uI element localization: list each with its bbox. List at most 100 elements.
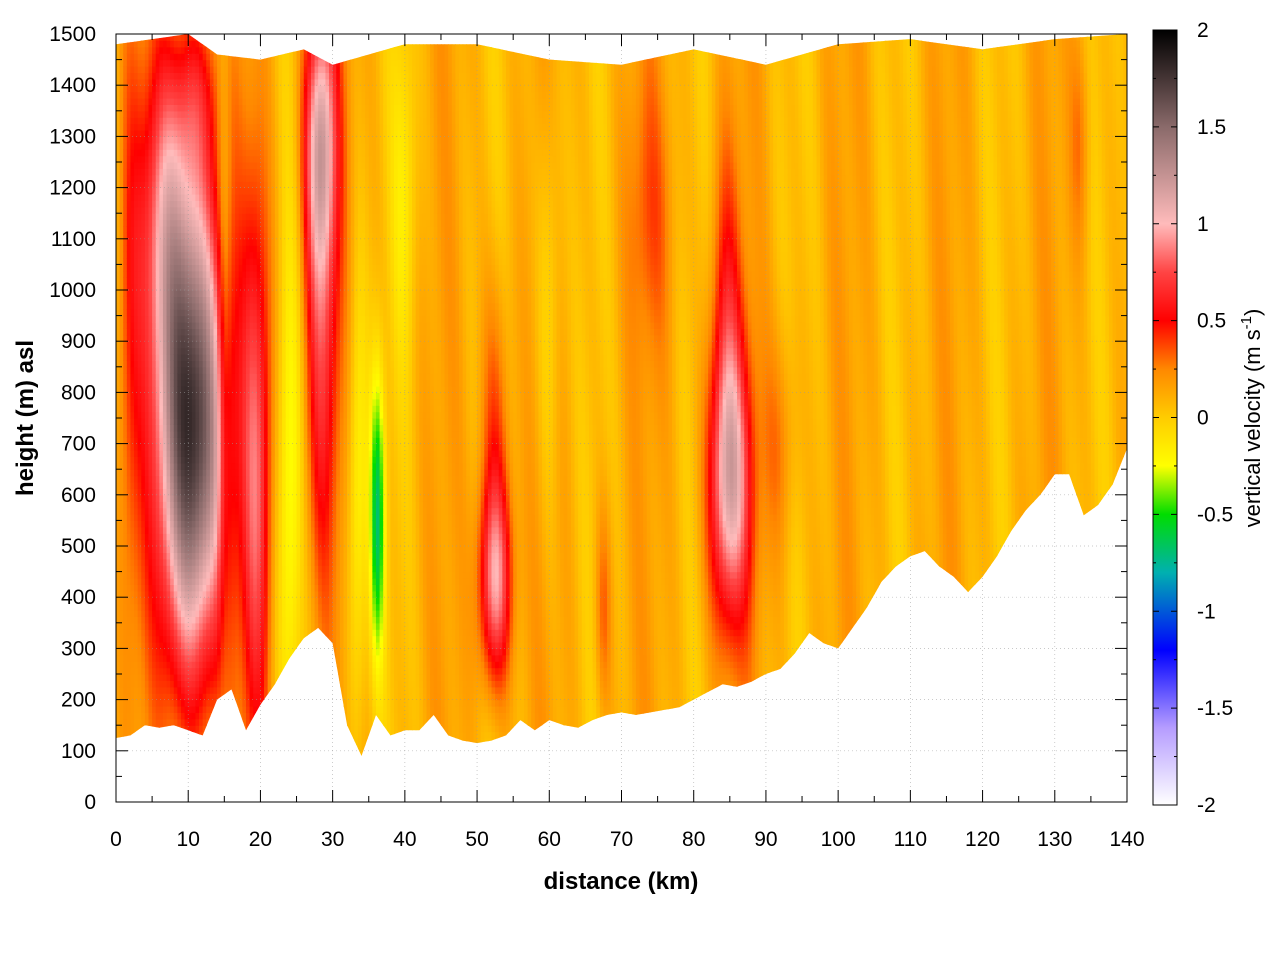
heat-cell xyxy=(242,123,247,131)
heat-cell xyxy=(116,149,121,157)
heat-cell xyxy=(231,405,236,413)
heat-cell xyxy=(220,629,225,637)
heat-cell xyxy=(206,360,211,368)
heat-cell xyxy=(144,78,150,86)
heat-cell xyxy=(130,78,135,86)
heat-cell xyxy=(235,219,240,227)
heat-cell xyxy=(260,597,265,605)
heat-cell xyxy=(141,603,146,611)
heat-cell xyxy=(173,603,178,611)
heat-cell xyxy=(130,366,135,374)
heat-cell xyxy=(256,693,262,701)
heat-cell xyxy=(217,72,222,80)
heat-cell xyxy=(199,590,204,598)
heat-cell xyxy=(242,264,247,272)
heat-cell xyxy=(191,373,197,381)
heat-cell xyxy=(253,322,258,329)
heat-cell xyxy=(188,213,193,221)
heat-cell xyxy=(152,718,157,726)
heat-cell xyxy=(152,360,157,368)
heat-cell xyxy=(235,584,240,592)
heat-cell xyxy=(148,654,153,662)
heat-cell xyxy=(177,136,182,144)
heat-cell xyxy=(148,366,153,374)
heat-cell xyxy=(238,270,243,278)
heat-cell xyxy=(134,456,139,464)
heat-cell xyxy=(256,162,262,169)
heat-cell xyxy=(195,558,200,566)
heat-cell xyxy=(195,718,200,726)
heat-cell xyxy=(202,622,207,630)
heat-cell xyxy=(245,706,251,713)
heat-cell xyxy=(137,72,142,80)
heat-cell xyxy=(231,450,236,457)
heat-cell xyxy=(141,520,146,528)
heat-cell xyxy=(159,539,164,547)
heat-cell xyxy=(220,514,225,521)
heat-cell xyxy=(141,411,146,419)
heat-cell xyxy=(141,334,146,342)
heat-cell xyxy=(242,642,247,649)
heat-cell xyxy=(249,674,254,681)
heat-cell xyxy=(177,309,182,317)
heat-cell xyxy=(134,514,139,521)
heat-cell xyxy=(188,424,193,432)
heat-cell xyxy=(235,296,240,304)
heat-cell xyxy=(249,648,254,656)
heat-cell xyxy=(173,123,178,131)
heat-cell xyxy=(206,635,211,643)
heat-cell xyxy=(126,219,132,227)
heat-cell xyxy=(213,501,218,509)
heat-cell xyxy=(202,309,207,317)
heat-cell xyxy=(159,258,164,265)
heat-cell xyxy=(130,622,135,630)
heat-cell xyxy=(141,270,146,278)
heat-cell xyxy=(242,514,247,521)
heat-cell xyxy=(177,206,182,214)
heat-cell xyxy=(134,494,139,502)
heat-cell xyxy=(148,174,153,182)
heat-cell xyxy=(177,494,182,502)
heat-cell xyxy=(188,251,193,259)
heat-cell xyxy=(152,296,157,304)
heat-cell xyxy=(173,142,178,150)
heat-cell xyxy=(119,174,124,182)
heat-cell xyxy=(256,309,262,317)
heat-cell xyxy=(184,680,189,688)
heat-cell xyxy=(134,59,139,67)
heat-cell xyxy=(227,251,233,259)
heat-cell xyxy=(152,386,157,393)
heat-cell xyxy=(119,693,124,701)
heat-cell xyxy=(180,155,186,163)
heat-cell xyxy=(249,379,254,387)
heat-cell xyxy=(166,430,171,438)
heat-cell xyxy=(180,187,186,195)
heat-cell xyxy=(177,661,182,669)
heat-cell xyxy=(170,347,175,355)
heat-cell xyxy=(238,437,243,445)
heat-cell xyxy=(256,360,262,368)
heat-cell xyxy=(206,424,211,432)
heat-cell xyxy=(148,706,153,713)
heat-cell xyxy=(256,507,262,515)
heat-cell xyxy=(134,501,139,509)
heat-cell xyxy=(260,360,265,368)
heat-cell xyxy=(188,725,193,733)
heat-cell xyxy=(206,533,211,541)
heat-cell xyxy=(137,450,142,457)
heat-cell xyxy=(180,334,186,342)
heat-cell xyxy=(245,456,251,464)
heat-cell xyxy=(116,437,121,445)
heat-cell xyxy=(116,46,121,54)
heat-cell xyxy=(195,475,200,483)
heat-cell xyxy=(116,168,121,176)
heat-cell xyxy=(119,501,124,509)
heat-cell xyxy=(141,578,146,585)
heat-cell xyxy=(206,181,211,189)
heat-cell xyxy=(238,283,243,291)
heat-cell xyxy=(180,283,186,291)
heat-cell xyxy=(256,181,262,189)
heat-cell xyxy=(159,622,164,630)
heat-cell xyxy=(188,123,193,131)
heat-cell xyxy=(141,232,146,240)
